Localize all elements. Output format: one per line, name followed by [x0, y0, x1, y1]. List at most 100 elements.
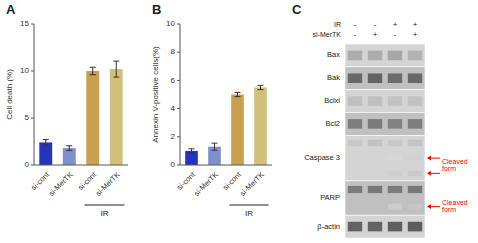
error-cap: [258, 85, 264, 86]
error-cap: [212, 150, 218, 151]
band: [348, 119, 362, 129]
panel-label: B: [152, 2, 161, 17]
y-axis-label: Cell death (%): [5, 69, 14, 120]
error-bar: [235, 92, 241, 96]
cleaved-band: [408, 204, 422, 210]
lane-label: -: [354, 20, 357, 29]
y-tick: [177, 52, 180, 53]
error-bar: [189, 149, 195, 153]
annotation-line: form: [442, 165, 456, 172]
error-bar: [212, 143, 218, 150]
x-axis: [180, 165, 272, 166]
row-label: Bax: [327, 50, 340, 59]
x-tick-label: si-MerTK: [47, 170, 75, 198]
annotation-line: form: [442, 206, 456, 213]
bar: [63, 148, 76, 165]
arrow: [427, 156, 440, 161]
error-cap: [90, 74, 96, 75]
error-line: [214, 143, 215, 150]
lane-label: -: [354, 30, 357, 39]
cleaved-band: [408, 155, 422, 160]
arrow: [427, 204, 440, 209]
error-cap: [189, 148, 195, 149]
row-label: Bclxl: [324, 96, 340, 105]
marks: [39, 61, 122, 165]
band: [388, 222, 402, 232]
panel-label: A: [6, 2, 16, 17]
y-tick: [177, 80, 180, 81]
annotation: Cleavedform: [442, 199, 468, 214]
arrow-head: [427, 171, 431, 176]
y-tick-label: 15: [20, 19, 29, 28]
bar: [110, 69, 123, 165]
y-axis-label: Annexin V-positive cells(%): [151, 46, 160, 143]
annotation: IR: [245, 209, 253, 218]
band: [388, 186, 402, 193]
arrow: [427, 171, 440, 176]
y-axis: [34, 24, 35, 165]
band: [408, 119, 422, 129]
band: [368, 51, 382, 61]
row-background: [345, 67, 425, 90]
annotation: Cleavedform: [442, 158, 468, 173]
band: [348, 222, 362, 232]
y-tick-label: 5: [25, 113, 30, 122]
y-tick-label: 4: [171, 104, 176, 113]
lane-name: si-MerTK: [313, 31, 342, 38]
error-cap: [235, 96, 241, 97]
band: [408, 186, 422, 193]
error-bar: [258, 85, 264, 89]
error-cap: [113, 61, 119, 62]
band: [348, 186, 362, 193]
error-line: [237, 92, 238, 96]
error-cap: [189, 153, 195, 154]
row-background: [345, 90, 425, 113]
error-line: [260, 85, 261, 89]
bar: [39, 142, 52, 165]
error-cap: [235, 92, 241, 93]
panel-label: C: [292, 2, 302, 17]
error-cap: [66, 150, 72, 151]
y-tick: [31, 118, 34, 119]
lane-label: +: [413, 30, 418, 39]
y-tick: [177, 136, 180, 137]
error-cap: [113, 77, 119, 78]
band: [348, 96, 362, 106]
arrow-line: [430, 206, 440, 207]
band: [388, 96, 402, 106]
lane-label: +: [373, 30, 378, 39]
band: [348, 51, 362, 61]
y-tick: [31, 24, 34, 25]
error-cap: [212, 143, 218, 144]
band: [388, 119, 402, 129]
x-tick-label: si-MerTK: [94, 170, 122, 198]
bar: [185, 151, 198, 165]
error-cap: [43, 145, 49, 146]
y-tick-label: 0: [171, 160, 176, 169]
error-line: [191, 149, 192, 153]
annotation: IR: [101, 209, 109, 218]
cleaved-band: [388, 171, 402, 176]
row-background: [345, 215, 425, 238]
error-line: [69, 146, 70, 151]
y-tick-label: 10: [20, 66, 29, 75]
row-background: [345, 135, 425, 181]
row-label: Bcl2: [325, 119, 340, 128]
annotation-line: Cleaved: [442, 199, 468, 206]
bar: [86, 71, 99, 165]
band: [388, 73, 402, 83]
panel: B0246810Annexin V-positive cells(%)si-co…: [151, 2, 272, 218]
figure: A051015Cell death (%)si-contsi-MerTKsi-c…: [0, 0, 478, 243]
annotation-line: Cleaved: [442, 158, 468, 165]
panel: CIR--++si-MerTK-+-+BaxBakBclxlBcl2Caspas…: [292, 2, 468, 238]
y-tick-label: 2: [171, 132, 176, 141]
bracket: [229, 205, 268, 206]
band: [388, 140, 402, 146]
y-tick: [177, 24, 180, 25]
row-background: [345, 112, 425, 135]
band: [408, 51, 422, 61]
row-label: Caspase 3: [304, 153, 340, 162]
band: [368, 119, 382, 129]
band: [368, 222, 382, 232]
error-line: [45, 140, 46, 146]
